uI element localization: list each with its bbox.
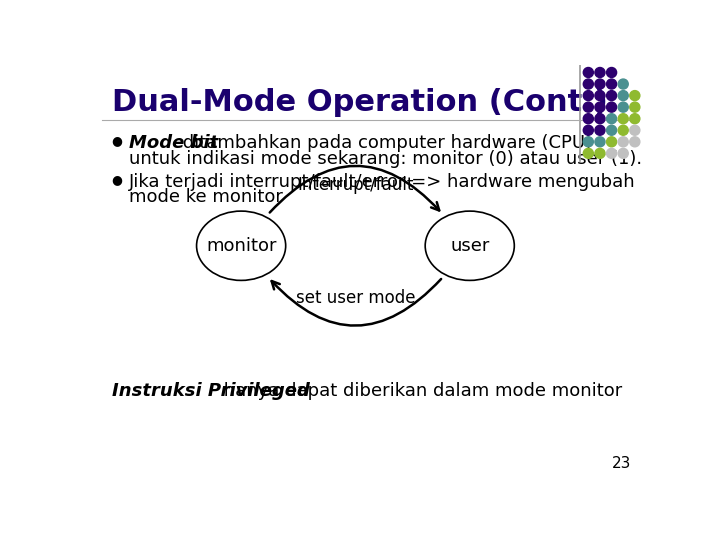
Circle shape (618, 148, 629, 158)
Circle shape (583, 68, 593, 78)
Circle shape (606, 68, 616, 78)
Text: ●: ● (112, 134, 122, 147)
Text: Interrupt/fault: Interrupt/fault (297, 176, 413, 194)
Circle shape (630, 114, 640, 124)
Text: user: user (450, 237, 490, 255)
Text: Dual-Mode Operation (Cont.): Dual-Mode Operation (Cont.) (112, 88, 608, 117)
Circle shape (595, 91, 605, 100)
Circle shape (618, 137, 629, 147)
Circle shape (606, 114, 616, 124)
Circle shape (583, 79, 593, 89)
Circle shape (595, 114, 605, 124)
Circle shape (618, 79, 629, 89)
Circle shape (606, 137, 616, 147)
Text: mode ke monitor: mode ke monitor (129, 188, 283, 206)
Text: Jika terjadi interrupt/fault/error => hardware mengubah: Jika terjadi interrupt/fault/error => ha… (129, 173, 635, 191)
Text: Mode bit: Mode bit (129, 134, 218, 152)
Circle shape (583, 137, 593, 147)
Circle shape (595, 68, 605, 78)
Circle shape (618, 91, 629, 100)
Circle shape (583, 91, 593, 100)
Circle shape (618, 125, 629, 135)
Circle shape (583, 102, 593, 112)
Text: Instruksi Privileged: Instruksi Privileged (112, 382, 310, 400)
Circle shape (606, 91, 616, 100)
Text: hanya dapat diberikan dalam mode monitor: hanya dapat diberikan dalam mode monitor (218, 382, 622, 400)
Circle shape (606, 148, 616, 158)
Circle shape (630, 125, 640, 135)
Circle shape (606, 79, 616, 89)
Circle shape (595, 102, 605, 112)
Circle shape (595, 137, 605, 147)
Circle shape (630, 137, 640, 147)
Text: untuk indikasi mode sekarang: monitor (0) atau user (1).: untuk indikasi mode sekarang: monitor (0… (129, 150, 642, 167)
Circle shape (583, 125, 593, 135)
Circle shape (595, 79, 605, 89)
Circle shape (606, 102, 616, 112)
Circle shape (630, 102, 640, 112)
Circle shape (606, 125, 616, 135)
Text: ●: ● (112, 173, 122, 186)
Circle shape (595, 125, 605, 135)
Ellipse shape (426, 211, 514, 280)
Text: 23: 23 (611, 456, 631, 471)
Circle shape (618, 114, 629, 124)
Circle shape (583, 148, 593, 158)
Circle shape (618, 102, 629, 112)
Circle shape (583, 114, 593, 124)
Text: ditambahkan pada computer hardware (CPU): ditambahkan pada computer hardware (CPU) (177, 134, 592, 152)
Circle shape (595, 148, 605, 158)
Circle shape (630, 91, 640, 100)
Text: monitor: monitor (206, 237, 276, 255)
FancyArrowPatch shape (270, 166, 439, 213)
Text: set user mode: set user mode (296, 289, 415, 307)
Ellipse shape (197, 211, 286, 280)
FancyArrowPatch shape (271, 279, 441, 326)
